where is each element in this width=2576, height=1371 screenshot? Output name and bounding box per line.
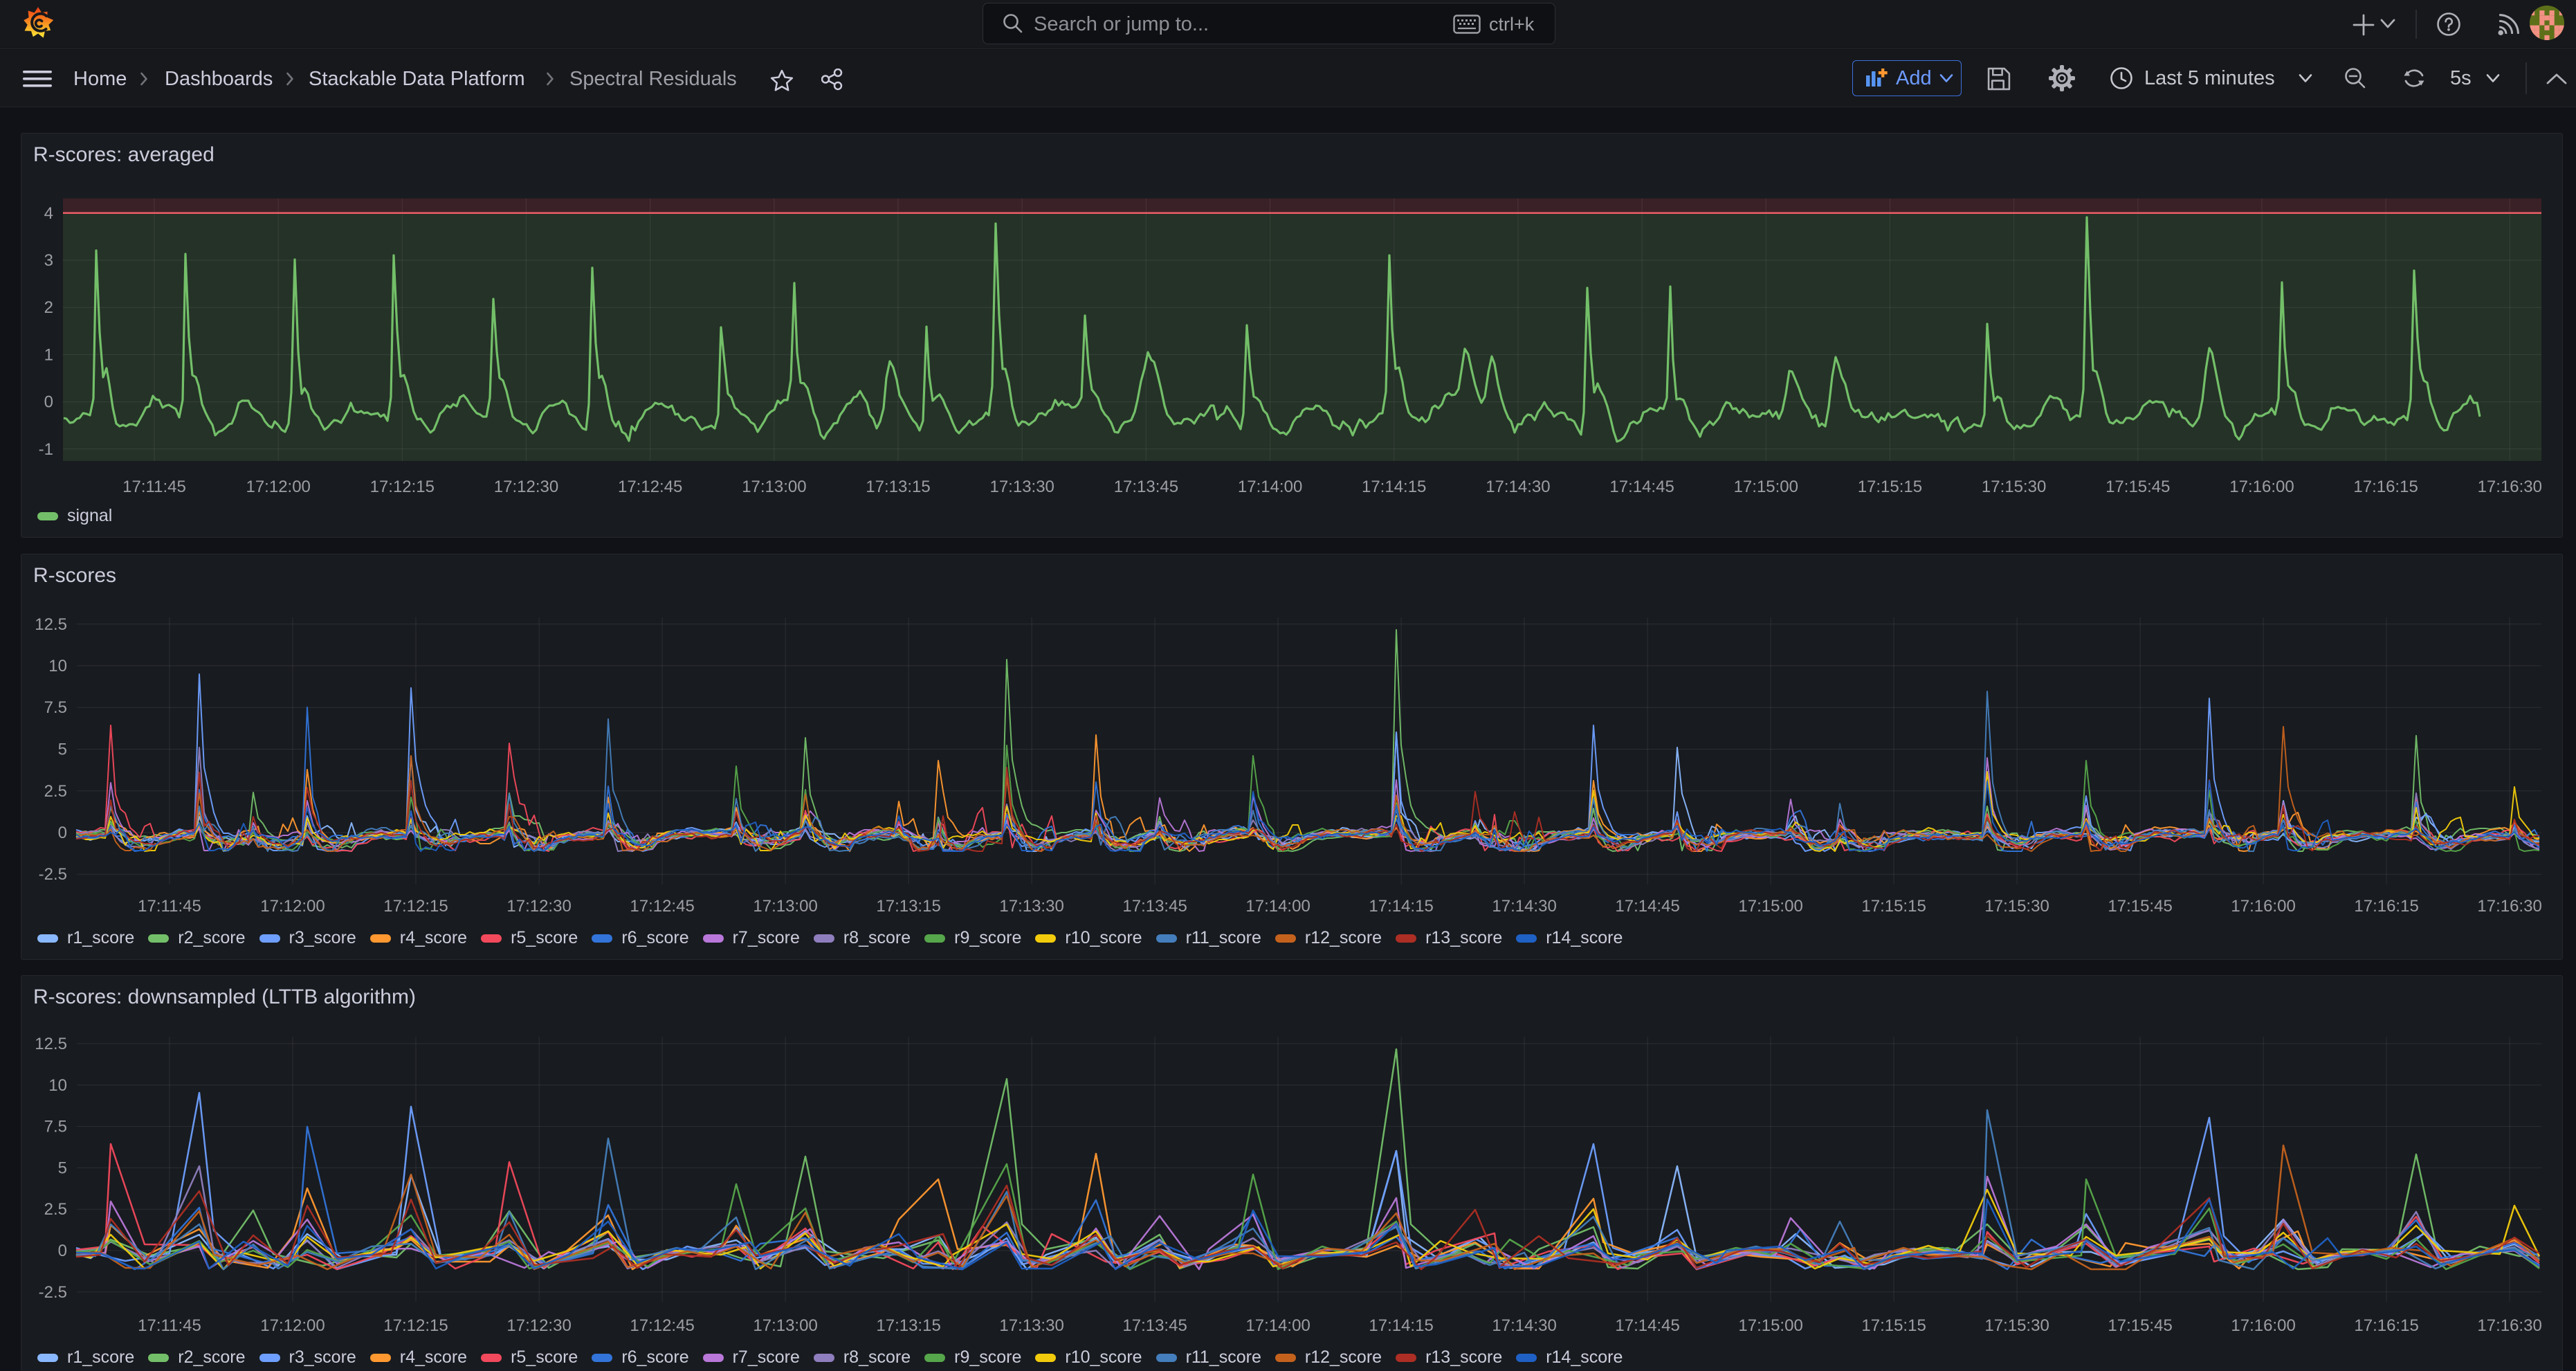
svg-text:17:15:00: 17:15:00	[1738, 897, 1802, 916]
svg-text:17:15:30: 17:15:30	[1984, 897, 2049, 916]
svg-text:17:12:00: 17:12:00	[260, 897, 325, 916]
svg-text:17:13:45: 17:13:45	[1122, 897, 1187, 916]
svg-text:17:11:45: 17:11:45	[138, 897, 201, 916]
svg-text:17:13:30: 17:13:30	[999, 897, 1063, 916]
svg-text:17:15:15: 17:15:15	[1858, 478, 1922, 496]
svg-text:10: 10	[48, 1076, 67, 1095]
svg-text:17:14:15: 17:14:15	[1369, 897, 1433, 916]
svg-text:17:12:30: 17:12:30	[506, 1316, 571, 1335]
svg-text:17:14:45: 17:14:45	[1615, 1316, 1679, 1335]
svg-text:17:15:30: 17:15:30	[1984, 1316, 2049, 1335]
svg-text:10: 10	[48, 657, 67, 675]
svg-text:17:16:00: 17:16:00	[2231, 897, 2295, 916]
svg-text:17:12:00: 17:12:00	[246, 478, 310, 496]
svg-text:7.5: 7.5	[44, 1118, 67, 1136]
svg-text:17:16:30: 17:16:30	[2478, 478, 2542, 496]
svg-text:17:14:15: 17:14:15	[1369, 1316, 1433, 1335]
svg-text:17:16:15: 17:16:15	[2354, 897, 2418, 916]
svg-text:7.5: 7.5	[44, 698, 67, 717]
svg-text:17:15:00: 17:15:00	[1738, 1316, 1802, 1335]
svg-text:17:16:15: 17:16:15	[2353, 478, 2418, 496]
svg-text:17:14:15: 17:14:15	[1362, 478, 1426, 496]
svg-text:17:13:15: 17:13:15	[866, 478, 930, 496]
svg-text:2: 2	[44, 298, 53, 317]
svg-text:17:12:30: 17:12:30	[506, 897, 571, 916]
svg-text:17:16:00: 17:16:00	[2231, 1316, 2295, 1335]
svg-text:-1: -1	[39, 440, 53, 459]
svg-text:17:15:45: 17:15:45	[2105, 478, 2170, 496]
svg-text:-2.5: -2.5	[39, 1283, 67, 1302]
svg-text:17:14:00: 17:14:00	[1238, 478, 1302, 496]
svg-text:17:13:45: 17:13:45	[1114, 478, 1178, 496]
svg-text:17:15:45: 17:15:45	[2108, 1316, 2172, 1335]
svg-text:17:12:30: 17:12:30	[494, 478, 558, 496]
svg-text:17:14:00: 17:14:00	[1245, 1316, 1310, 1335]
svg-text:17:15:15: 17:15:15	[1861, 1316, 1926, 1335]
svg-text:17:15:30: 17:15:30	[1982, 478, 2046, 496]
svg-text:0: 0	[58, 824, 67, 842]
svg-text:17:12:15: 17:12:15	[383, 897, 448, 916]
svg-text:17:14:45: 17:14:45	[1609, 478, 1674, 496]
svg-text:17:13:15: 17:13:15	[876, 897, 940, 916]
svg-text:0: 0	[44, 393, 53, 412]
svg-text:17:16:30: 17:16:30	[2477, 1316, 2541, 1335]
svg-text:17:12:45: 17:12:45	[630, 1316, 694, 1335]
svg-text:17:11:45: 17:11:45	[138, 1316, 201, 1335]
svg-text:17:15:00: 17:15:00	[1734, 478, 1798, 496]
svg-text:17:12:45: 17:12:45	[630, 897, 694, 916]
svg-text:17:13:30: 17:13:30	[989, 478, 1054, 496]
svg-text:17:11:45: 17:11:45	[122, 478, 186, 496]
svg-text:17:15:15: 17:15:15	[1861, 897, 1926, 916]
svg-text:17:13:45: 17:13:45	[1122, 1316, 1187, 1335]
svg-text:2.5: 2.5	[44, 782, 67, 801]
svg-text:3: 3	[44, 251, 53, 270]
svg-text:17:14:30: 17:14:30	[1492, 1316, 1556, 1335]
svg-text:17:14:45: 17:14:45	[1615, 897, 1679, 916]
svg-text:17:14:30: 17:14:30	[1492, 897, 1556, 916]
svg-text:12.5: 12.5	[35, 1035, 67, 1053]
svg-text:1: 1	[44, 345, 53, 364]
svg-text:-2.5: -2.5	[39, 865, 67, 884]
svg-text:17:12:45: 17:12:45	[618, 478, 682, 496]
svg-text:17:15:45: 17:15:45	[2108, 897, 2172, 916]
svg-text:17:12:15: 17:12:15	[383, 1316, 448, 1335]
svg-text:2.5: 2.5	[44, 1200, 67, 1219]
svg-text:17:13:15: 17:13:15	[876, 1316, 940, 1335]
svg-text:17:13:00: 17:13:00	[742, 478, 806, 496]
svg-text:5: 5	[58, 1159, 67, 1177]
svg-text:4: 4	[44, 204, 53, 223]
svg-text:17:12:15: 17:12:15	[370, 478, 435, 496]
svg-text:17:14:00: 17:14:00	[1245, 897, 1310, 916]
svg-text:17:13:00: 17:13:00	[753, 1316, 817, 1335]
svg-text:17:12:00: 17:12:00	[260, 1316, 325, 1335]
svg-text:17:16:30: 17:16:30	[2477, 897, 2541, 916]
svg-text:17:16:00: 17:16:00	[2229, 478, 2294, 496]
svg-text:0: 0	[58, 1242, 67, 1260]
svg-text:5: 5	[58, 741, 67, 759]
svg-text:17:13:30: 17:13:30	[999, 1316, 1063, 1335]
svg-text:12.5: 12.5	[35, 615, 67, 634]
svg-text:17:14:30: 17:14:30	[1486, 478, 1550, 496]
svg-text:17:13:00: 17:13:00	[753, 897, 817, 916]
svg-text:17:16:15: 17:16:15	[2354, 1316, 2418, 1335]
